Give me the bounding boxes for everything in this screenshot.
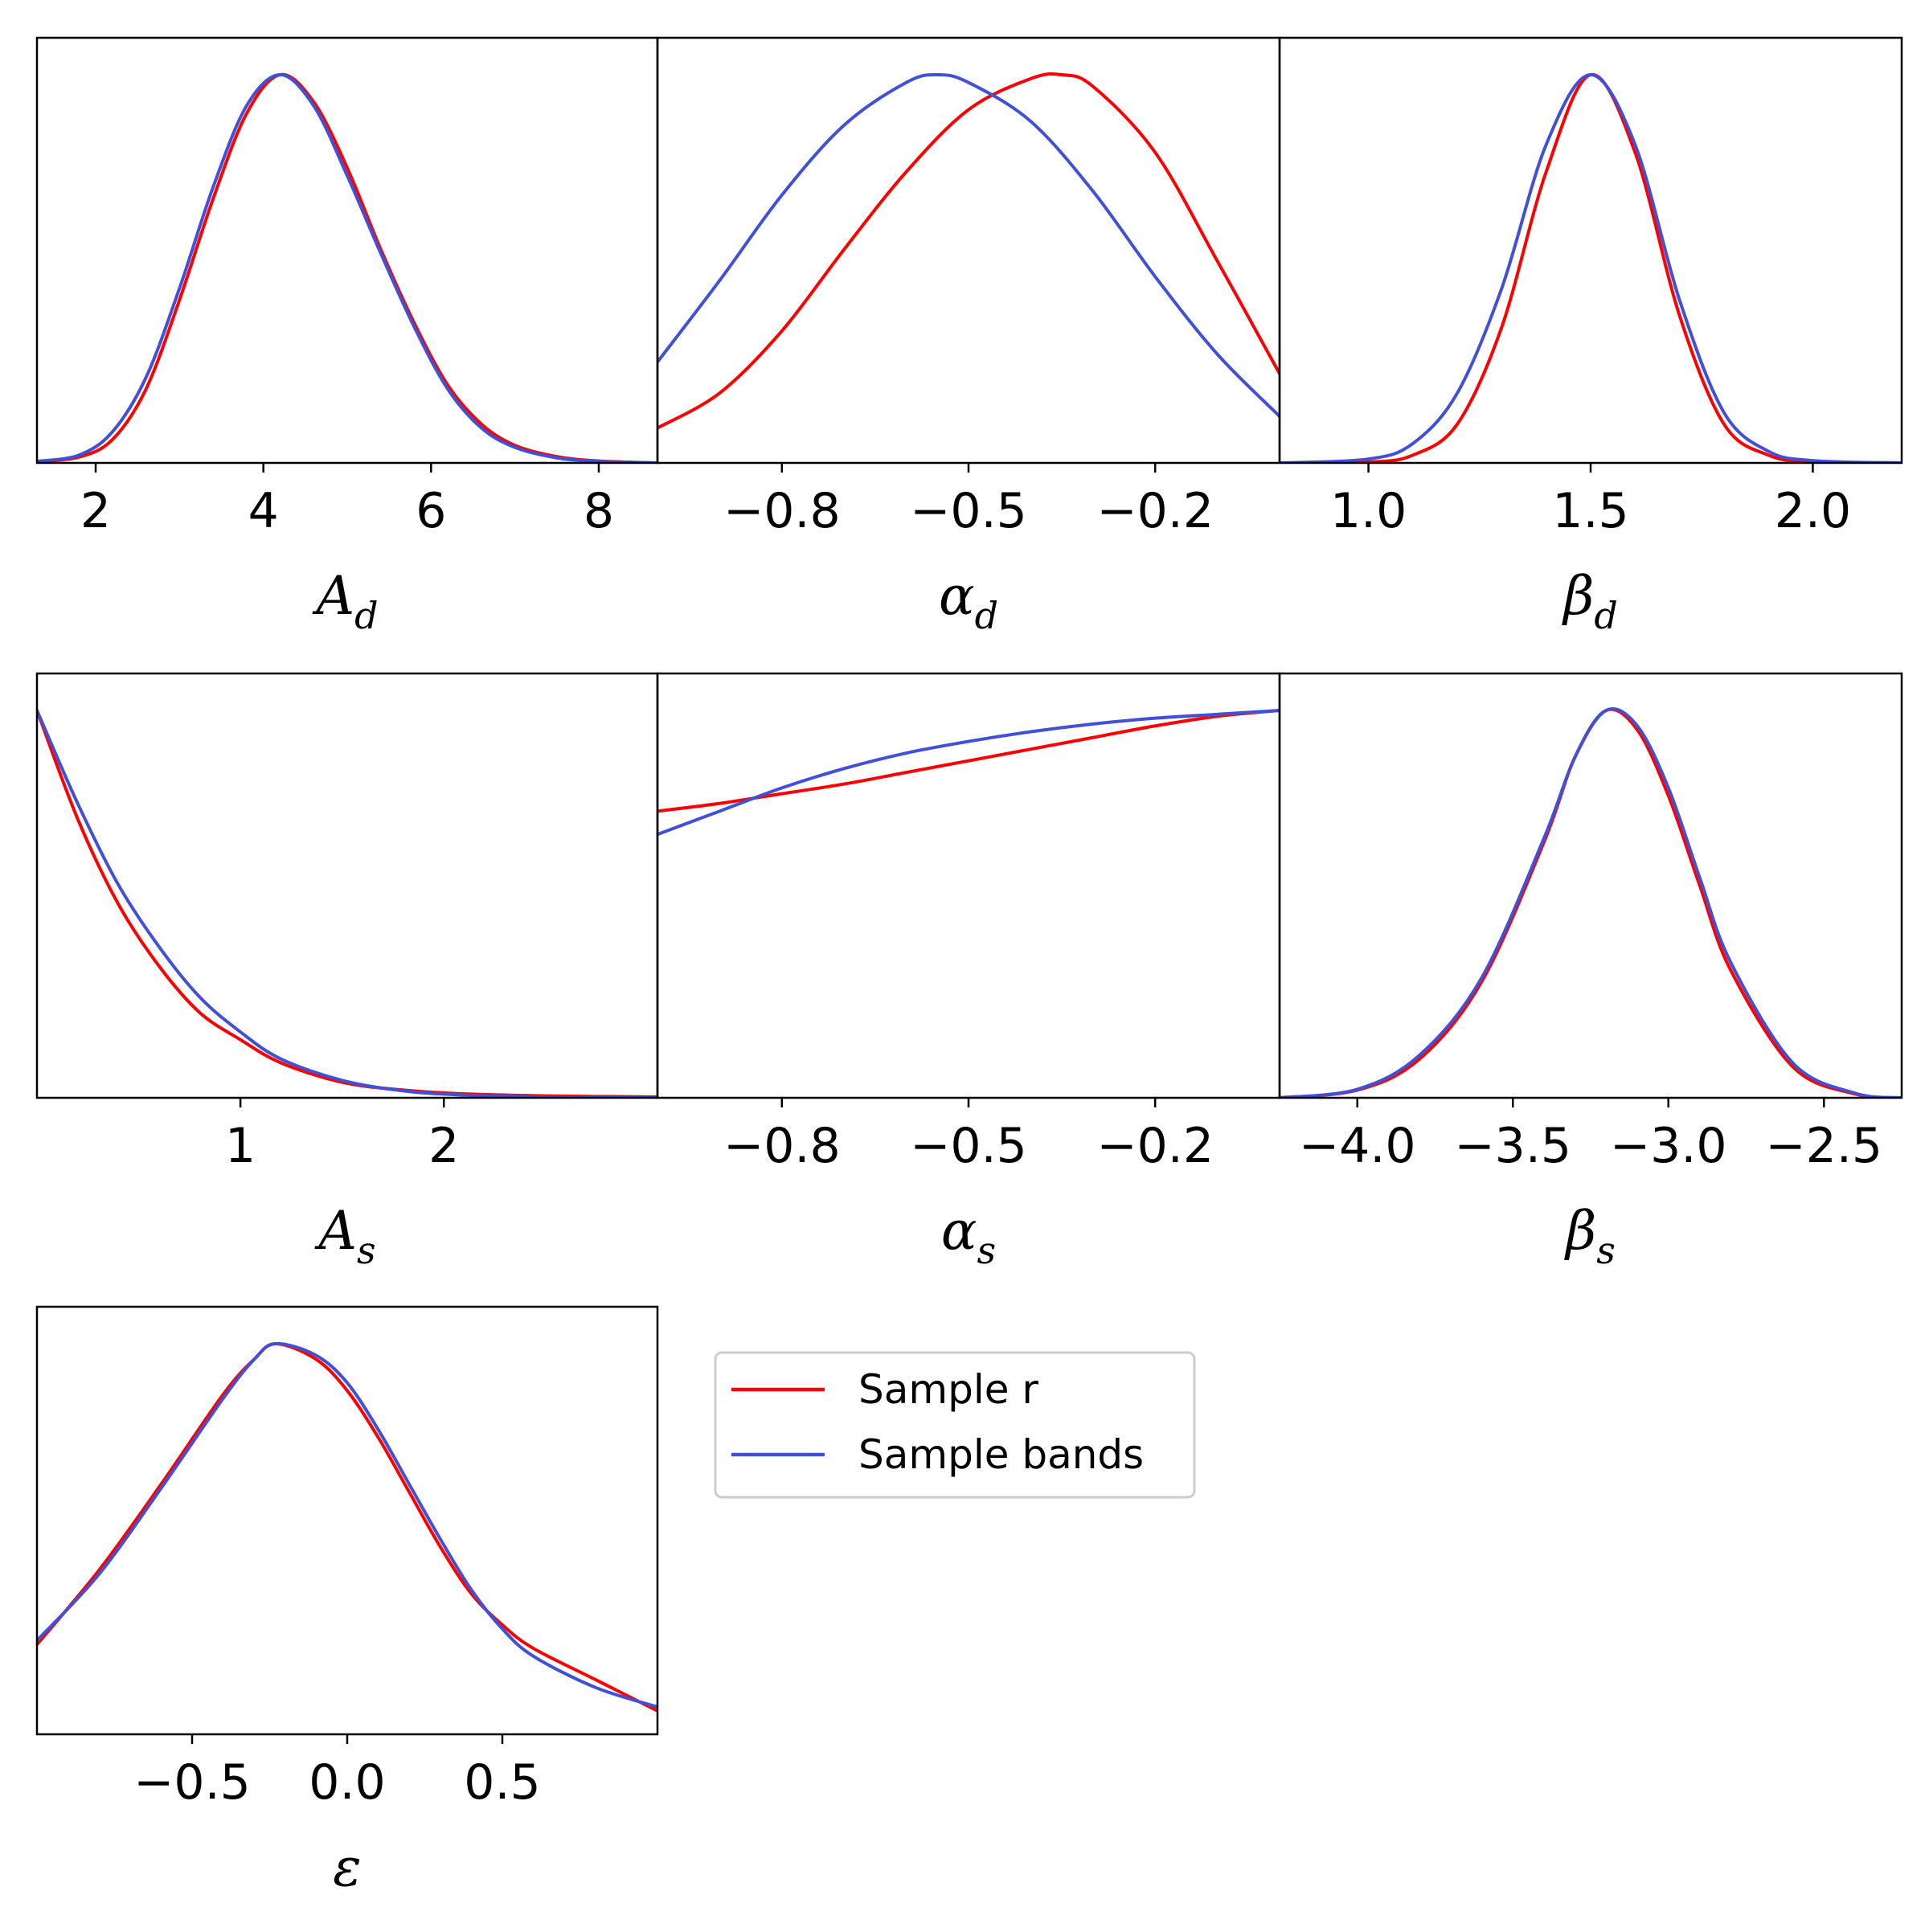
- panel-6-axis-label-symbol: β: [1563, 1200, 1596, 1262]
- panel-4-axis-label: As: [313, 1200, 375, 1272]
- panel-7-line-sample-r: [37, 1342, 657, 1713]
- panel-3-axis-label-symbol: β: [1561, 565, 1594, 627]
- panel-4-axis-label-subscript: s: [357, 1229, 376, 1272]
- panel-1-axis-label-symbol: A: [311, 565, 354, 627]
- legend-label-sample-bands: Sample bands: [858, 1431, 1144, 1478]
- panel-4: 1 2 As: [35, 672, 659, 1272]
- panel-5-line-sample-bands: [657, 709, 1280, 837]
- legend-label-sample-r: Sample r: [858, 1366, 1038, 1413]
- panel-1-line-sample-bands: [37, 73, 657, 463]
- legend-frame: [714, 1351, 1196, 1499]
- panel-1: 2 4 6 8 Ad: [35, 36, 659, 637]
- panel-5-series: [657, 709, 1280, 837]
- panel-1-axis-label: Ad: [311, 565, 378, 637]
- panel-3: 1.0 1.5 2.0 βd: [1278, 36, 1903, 637]
- panel-2-axis-label: αd: [939, 565, 998, 637]
- panel-5-tick-label-0: −0.8: [723, 1118, 841, 1174]
- panel-6-frame: [1278, 672, 1903, 1099]
- panel-2-tick-label-2: −0.2: [1096, 483, 1214, 539]
- panel-5-axis-label-symbol: α: [941, 1200, 977, 1262]
- panel-3-series: [1280, 72, 1902, 463]
- panel-2-tick-label-1: −0.5: [910, 483, 1027, 539]
- panel-7-axis-label-symbol: ε: [333, 1836, 361, 1898]
- panel-7-tick-label-2: 0.5: [464, 1754, 540, 1811]
- panel-6-tick-label-1: −3.5: [1454, 1118, 1571, 1174]
- panel-7-series: [37, 1341, 657, 1713]
- panel-7-tick-label-0: −0.5: [133, 1754, 251, 1811]
- panel-1-series: [37, 72, 657, 463]
- panel-2-axis-label-subscript: d: [975, 594, 998, 637]
- panel-3-axis-label: βd: [1561, 565, 1618, 637]
- panel-7: −0.5 0.0 0.5 ε: [35, 1305, 659, 1898]
- panel-4-series: [37, 709, 657, 1098]
- panel-6-tick-label-0: −4.0: [1299, 1118, 1416, 1174]
- panel-7-line-sample-bands: [37, 1341, 657, 1709]
- panel-3-line-sample-bands: [1280, 73, 1902, 463]
- panel-4-tick-label-0: 1: [225, 1118, 256, 1174]
- panel-1-tick-label-2: 6: [416, 483, 446, 539]
- panel-3-tick-label-2: 2.0: [1775, 483, 1851, 539]
- panel-3-axis-label-subscript: d: [1594, 594, 1617, 637]
- panel-2-line-sample-bands: [657, 72, 1280, 419]
- panel-1-tick-label-1: 4: [248, 483, 279, 539]
- panel-6-line-sample-bands: [1280, 707, 1902, 1098]
- panel-2-tick-label-0: −0.8: [723, 483, 841, 539]
- panel-4-line-sample-bands: [37, 709, 657, 1098]
- panel-7-tick-label-1: 0.0: [309, 1754, 385, 1811]
- panel-1-tick-label-3: 8: [584, 483, 614, 539]
- panel-6-axis-label: βs: [1563, 1200, 1616, 1272]
- panel-5-tick-label-1: −0.5: [910, 1118, 1027, 1174]
- panel-6-tick-label-3: −2.5: [1765, 1118, 1882, 1174]
- panel-6-axis-label-subscript: s: [1596, 1229, 1616, 1272]
- panel-4-axis-label-symbol: A: [313, 1200, 357, 1262]
- panel-5-axis-label: αs: [941, 1200, 996, 1272]
- panel-6-series: [1280, 707, 1902, 1098]
- panel-2-axis-label-symbol: α: [939, 565, 975, 627]
- panel-6-tick-label-2: −3.0: [1610, 1118, 1727, 1174]
- panel-5: −0.8 −0.5 −0.2 αs: [656, 672, 1281, 1272]
- panel-3-tick-label-1: 1.5: [1552, 483, 1628, 539]
- panel-2-series: [657, 72, 1280, 430]
- panel-4-tick-label-1: 2: [428, 1118, 459, 1174]
- panel-5-axis-label-subscript: s: [977, 1229, 996, 1272]
- panel-1-axis-label-subscript: d: [354, 594, 378, 637]
- legend: Sample r Sample bands: [714, 1351, 1196, 1499]
- panel-3-tick-label-0: 1.0: [1330, 483, 1407, 539]
- panel-5-line-sample-r: [657, 709, 1280, 813]
- panel-2: −0.8 −0.5 −0.2 αd: [656, 36, 1281, 637]
- panel-1-tick-label-0: 2: [80, 483, 111, 539]
- panel-1-line-sample-r: [37, 72, 657, 463]
- panel-7-axis-label: ε: [333, 1836, 361, 1898]
- panel-6: −4.0 −3.5 −3.0 −2.5 βs: [1278, 672, 1903, 1272]
- panel-5-tick-label-2: −0.2: [1096, 1118, 1214, 1174]
